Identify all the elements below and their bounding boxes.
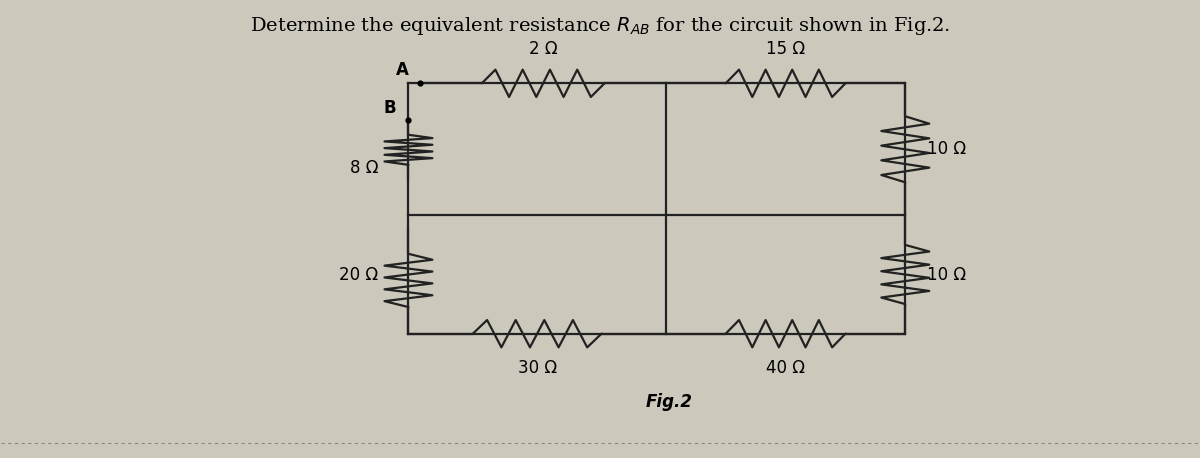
Text: 15 Ω: 15 Ω (766, 40, 805, 58)
Text: 10 Ω: 10 Ω (926, 140, 966, 158)
Text: 30 Ω: 30 Ω (517, 359, 557, 377)
Text: 40 Ω: 40 Ω (766, 359, 805, 377)
Text: 2 Ω: 2 Ω (529, 40, 558, 58)
Text: 20 Ω: 20 Ω (340, 266, 378, 284)
Text: A: A (396, 61, 408, 79)
Text: 8 Ω: 8 Ω (350, 158, 378, 176)
Text: 10 Ω: 10 Ω (926, 266, 966, 284)
Text: Determine the equivalent resistance $R_{AB}$ for the circuit shown in Fig.2.: Determine the equivalent resistance $R_{… (250, 15, 950, 37)
Text: B: B (384, 99, 396, 117)
Text: Fig.2: Fig.2 (646, 393, 692, 411)
